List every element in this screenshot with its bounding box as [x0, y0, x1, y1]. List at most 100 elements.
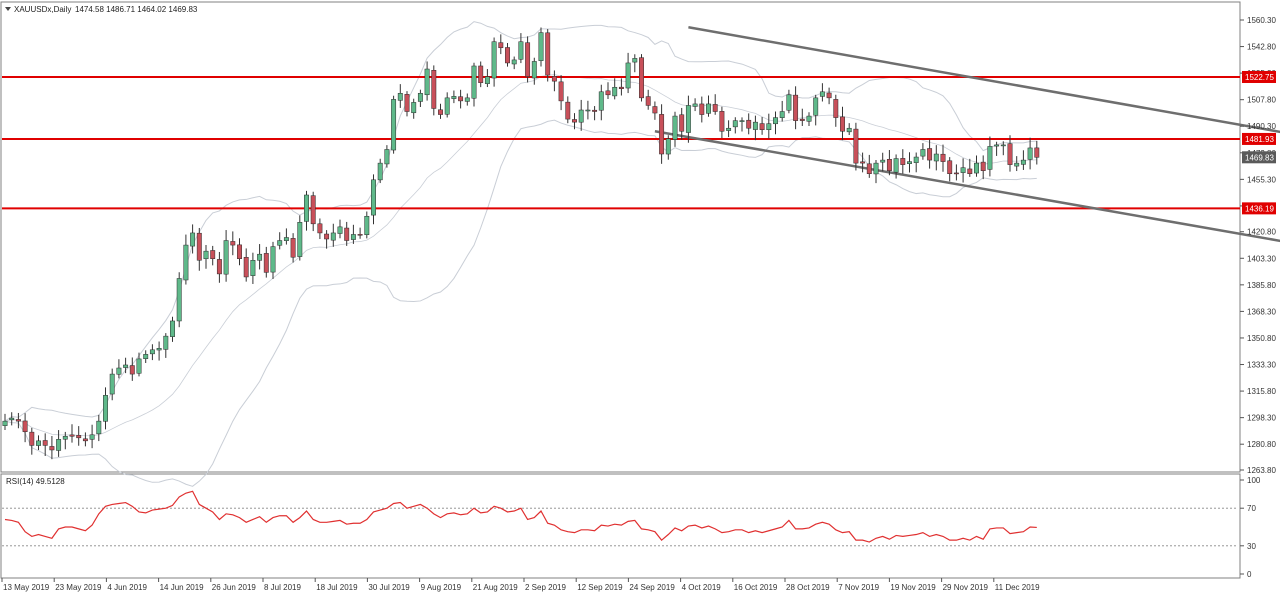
bullish-candle: [424, 68, 430, 96]
time-tick-label: 2 Sep 2019: [525, 583, 566, 592]
bullish-candle: [123, 364, 129, 368]
bearish-candle: [498, 42, 504, 49]
bullish-candle: [585, 109, 591, 112]
bearish-candle: [230, 241, 236, 246]
bullish-candle: [739, 120, 745, 122]
bullish-candle: [893, 158, 899, 173]
bullish-candle: [176, 278, 182, 322]
bullish-candle: [779, 111, 785, 118]
bullish-candle: [156, 348, 162, 351]
bearish-candle: [572, 119, 577, 123]
bullish-candle: [766, 123, 772, 130]
bullish-candle: [907, 161, 912, 164]
time-tick-label: 30 Jul 2019: [368, 583, 410, 592]
symbol-label: XAUUSDx,Daily: [14, 5, 71, 14]
bearish-candle: [357, 234, 363, 236]
bearish-candle: [69, 434, 75, 437]
time-tick-label: 16 Oct 2019: [734, 583, 778, 592]
bullish-candle: [665, 138, 671, 155]
bullish-candle: [304, 194, 309, 222]
current-price-tag-box: [1242, 151, 1276, 164]
price-tick-label: 1420.80: [1247, 228, 1276, 237]
price-tick-label: 1542.80: [1247, 43, 1276, 52]
bullish-candle: [103, 395, 108, 422]
bearish-candle: [967, 168, 973, 174]
bearish-candle: [759, 123, 765, 130]
bearish-candle: [505, 47, 510, 64]
bullish-candle: [417, 93, 423, 102]
bullish-candle: [806, 115, 812, 122]
bearish-candle: [551, 76, 557, 82]
bullish-candle: [974, 162, 979, 174]
bearish-candle: [592, 109, 598, 112]
bullish-candle: [538, 32, 544, 61]
collapse-triangle-icon[interactable]: [5, 7, 11, 11]
price-tick-label: 1298.30: [1247, 414, 1276, 423]
bullish-candle: [598, 91, 604, 111]
bullish-candle: [364, 215, 370, 235]
bullish-candle: [1014, 162, 1020, 167]
bearish-candle: [458, 96, 464, 102]
bullish-candle: [706, 103, 711, 114]
bearish-candle: [438, 109, 443, 115]
bearish-candle: [431, 70, 437, 109]
price-tick-label: 1490.30: [1247, 122, 1276, 131]
main-plot-frame: [0, 1, 1241, 473]
price-tick-label: 1315.80: [1247, 387, 1276, 396]
bullish-candle: [1000, 144, 1006, 147]
bearish-candle: [344, 227, 350, 241]
bullish-candle: [1020, 159, 1026, 165]
bullish-candle: [773, 117, 778, 125]
bearish-candle: [860, 161, 866, 164]
bearish-candle: [310, 195, 316, 225]
price-tick-label: 1280.80: [1247, 440, 1276, 449]
bullish-candle: [578, 109, 584, 123]
bullish-candle: [752, 121, 758, 130]
bullish-candle: [62, 436, 68, 440]
rsi-line: [4, 490, 1037, 543]
level-price-tag-label: 1481.93: [1245, 135, 1274, 144]
bearish-candle: [947, 160, 953, 174]
bearish-candle: [853, 128, 859, 164]
bearish-candle: [840, 116, 845, 132]
bullish-candle: [283, 237, 289, 241]
level-price-tag-label: 1436.19: [1245, 204, 1274, 213]
bearish-candle: [746, 119, 752, 129]
price-tick-label: 1333.30: [1247, 361, 1276, 370]
level-price-tag-box: [1242, 202, 1276, 215]
current-price-tag-label: 1469.83: [1245, 153, 1274, 162]
bearish-candle: [22, 420, 28, 433]
bearish-candle: [679, 114, 685, 132]
candlesticks: [2, 27, 1040, 460]
bearish-candle: [833, 99, 839, 118]
bearish-candle: [639, 57, 644, 99]
bearish-candle: [196, 232, 202, 261]
channel-trendline: [654, 130, 1280, 243]
channel-trendline: [688, 26, 1280, 134]
time-tick-label: 24 Sep 2019: [629, 583, 675, 592]
bullish-candle: [89, 434, 95, 440]
bearish-candle: [290, 238, 296, 258]
bearish-candle: [793, 94, 799, 121]
bearish-candle: [618, 86, 624, 90]
bullish-candle: [270, 246, 276, 273]
bullish-candle: [411, 102, 417, 114]
bullish-candle: [880, 159, 886, 163]
ohlc-values: 1474.58 1486.71 1464.02 1469.83: [75, 5, 198, 14]
bullish-candle: [491, 41, 497, 79]
bullish-candle: [685, 105, 691, 133]
price-tick-label: 1368.30: [1247, 307, 1276, 316]
bearish-candle: [15, 419, 21, 422]
bullish-candle: [391, 99, 397, 151]
time-tick-label: 28 Oct 2019: [786, 583, 830, 592]
bearish-candle: [1034, 147, 1040, 158]
price-tags: 1522.75 1481.93 1436.19 1469.83: [1242, 70, 1276, 215]
bullish-candle: [203, 250, 209, 260]
bullish-candle: [36, 440, 41, 446]
bullish-candle: [846, 127, 852, 133]
bullish-candle: [377, 162, 383, 181]
bearish-candle: [940, 153, 946, 162]
bearish-candle: [652, 106, 658, 114]
